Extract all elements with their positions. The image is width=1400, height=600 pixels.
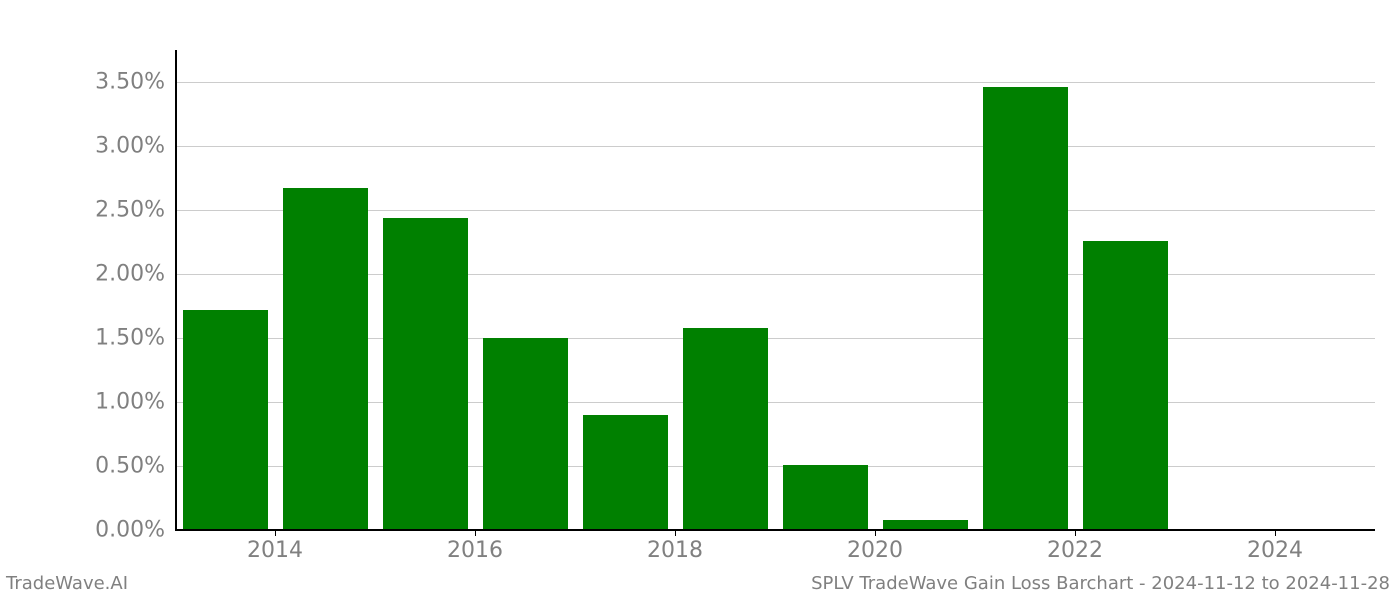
y-tick-label: 3.00% <box>95 134 175 159</box>
x-axis-line <box>175 529 1375 531</box>
x-tick-label: 2022 <box>1047 530 1103 563</box>
gain-loss-barchart: 0.00% 0.50% 1.00% 1.50% 2.00% 2.50% 3.00% 3.50%… <box>0 0 1400 600</box>
y-tick-label: 3.50% <box>95 70 175 95</box>
footer-right-text: SPLV TradeWave Gain Loss Barchart - 2024… <box>811 573 1390 594</box>
bar <box>583 415 668 530</box>
y-axis-line <box>175 50 177 530</box>
x-tick-label: 2016 <box>447 530 503 563</box>
bar <box>1083 241 1168 530</box>
bar <box>783 465 868 530</box>
y-tick-label: 0.50% <box>95 454 175 479</box>
plot-area: 0.00%0.50%1.00%1.50%2.00%2.50%3.00%3.50%… <box>175 50 1375 530</box>
y-tick-label: 1.00% <box>95 390 175 415</box>
y-tick-label: 2.00% <box>95 262 175 287</box>
x-tick-label: 2020 <box>847 530 903 563</box>
y-tick-label: 2.50% <box>95 198 175 223</box>
y-tick-label: 0.00% <box>95 518 175 543</box>
bar <box>283 188 368 530</box>
footer-left-text: TradeWave.AI <box>6 573 128 594</box>
bar <box>983 87 1068 530</box>
bar <box>383 218 468 530</box>
y-tick-label: 1.50% <box>95 326 175 351</box>
x-tick-label: 2018 <box>647 530 703 563</box>
bar <box>483 338 568 530</box>
bar <box>683 328 768 530</box>
y-grid-line <box>175 146 1375 147</box>
x-tick-label: 2014 <box>247 530 303 563</box>
bar <box>183 310 268 530</box>
y-grid-line <box>175 82 1375 83</box>
x-tick-label: 2024 <box>1247 530 1303 563</box>
